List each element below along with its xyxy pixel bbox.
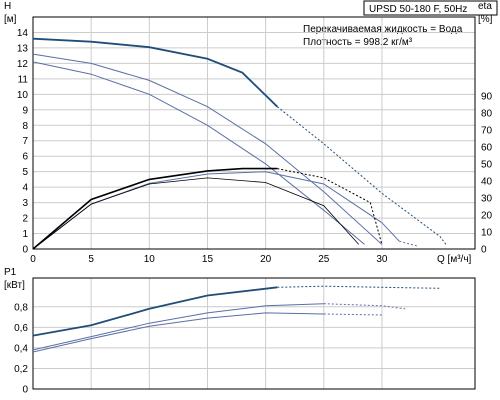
y-axis-unit: [кВт] — [4, 280, 25, 291]
y2-tick-label: 20 — [481, 210, 493, 221]
x-tick-label: 0 — [30, 254, 36, 265]
y-tick-label: 0 — [22, 385, 28, 396]
x-tick-label: 10 — [144, 254, 156, 265]
y-tick-label: 0,4 — [14, 343, 28, 354]
y-tick-label: 11 — [18, 74, 29, 85]
y-axis-label: H — [4, 1, 11, 12]
x-tick-label: 15 — [202, 254, 214, 265]
y-tick-label: 3 — [22, 198, 28, 209]
series-line — [32, 177, 359, 250]
y-tick-label: 1 — [22, 229, 28, 240]
y-tick-label: 12 — [17, 59, 29, 70]
series-line-extrapolated — [277, 285, 441, 289]
series-line — [32, 167, 278, 250]
series-line — [32, 53, 383, 245]
series-line-extrapolated — [323, 313, 382, 316]
y-tick-label: 0 — [22, 245, 28, 256]
info-liquid: Перекачиваемая жидкость = Вода — [303, 24, 463, 35]
series-line-extrapolated — [399, 240, 417, 247]
y-tick-label: 13 — [17, 43, 29, 54]
x-axis-label: Q [м³/ч] — [437, 254, 472, 265]
y-tick-label: 0,2 — [14, 364, 28, 375]
series-line-extrapolated — [323, 303, 406, 310]
y-tick-label: 2 — [22, 214, 28, 225]
y2-tick-label: 50 — [481, 159, 493, 170]
y-tick-label: 5 — [22, 167, 28, 178]
chart-title: UPSD 50-180 F, 50Hz — [369, 4, 467, 15]
series-line — [32, 303, 324, 351]
head-efficiency-panel: 0 5 10 15 20 25 300123456789101112131401020304… — [4, 1, 493, 265]
series-line-extrapolated — [277, 168, 383, 245]
series-line — [32, 61, 365, 245]
x-tick-label: 20 — [260, 254, 272, 265]
info-density: Плотность = 998.2 кг/м³ — [303, 37, 413, 48]
x-tick-label: 5 — [88, 254, 94, 265]
y2-axis-unit: [%] — [478, 14, 493, 25]
series-line — [32, 37, 278, 108]
y-tick-label: 10 — [17, 90, 29, 101]
y-tick-label: 0,6 — [14, 323, 28, 334]
x-tick-label: 30 — [376, 254, 388, 265]
y-tick-label: 4 — [22, 183, 28, 194]
y2-tick-label: 40 — [481, 176, 493, 187]
plot-frame — [32, 16, 476, 250]
series-line — [32, 286, 278, 337]
y2-tick-label: 90 — [481, 91, 493, 102]
series-line-extrapolated — [276, 106, 447, 245]
y2-axis-label: eta — [478, 1, 492, 12]
y-tick-label: 7 — [22, 136, 28, 147]
y-axis-label: P1 — [4, 267, 17, 278]
title-box — [363, 0, 498, 16]
y-tick-label: 0,8 — [14, 302, 28, 313]
y-tick-label: 14 — [17, 28, 29, 39]
y-tick-label: 9 — [22, 105, 28, 116]
y2-tick-label: 70 — [481, 125, 493, 136]
y-tick-label: 8 — [22, 121, 28, 132]
y2-tick-label: 60 — [481, 142, 493, 153]
power-panel: 0 0,2 0,4 0,6 0,8 P1 [кВт] — [4, 267, 476, 396]
y-tick-label: 6 — [22, 152, 28, 163]
plot-frame — [32, 277, 476, 390]
y2-tick-label: 80 — [481, 108, 493, 119]
y2-tick-label: 0 — [481, 245, 487, 256]
y2-tick-label: 10 — [481, 227, 493, 238]
x-tick-label: 25 — [318, 254, 330, 265]
series-line — [32, 312, 324, 353]
y2-tick-label: 30 — [481, 193, 493, 204]
y-axis-unit: [м] — [4, 14, 17, 25]
